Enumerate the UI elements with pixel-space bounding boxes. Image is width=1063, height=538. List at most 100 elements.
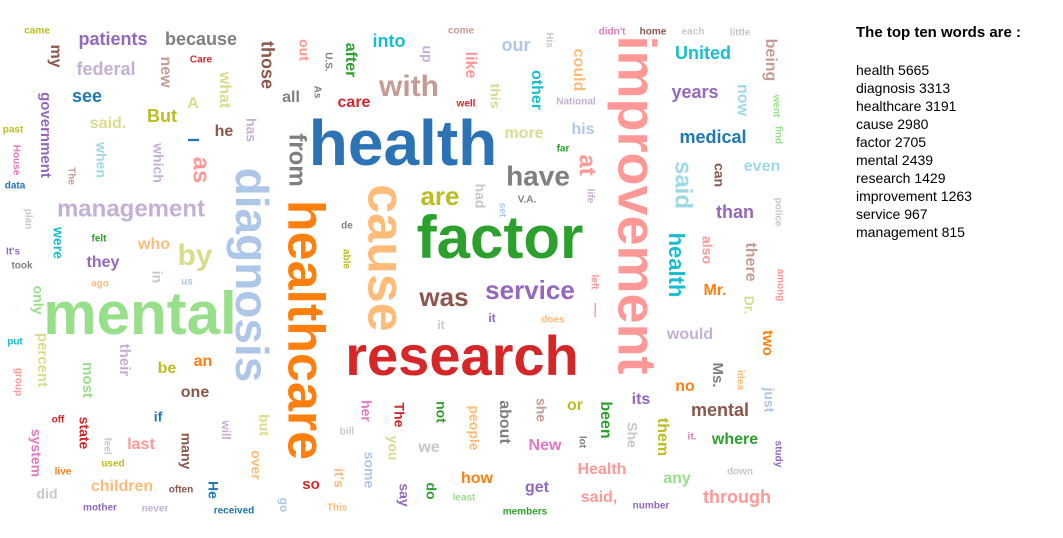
cloud-word: or xyxy=(567,397,583,414)
cloud-word: police xyxy=(772,198,783,227)
cloud-word: if xyxy=(154,409,163,425)
cloud-word: about xyxy=(496,400,513,444)
cloud-word: some xyxy=(361,452,377,489)
cloud-word: in xyxy=(149,271,165,283)
cloud-word: set xyxy=(496,203,507,218)
cloud-word: go xyxy=(277,498,291,513)
cloud-word: health xyxy=(664,233,689,298)
top-word-entry: management 815 xyxy=(856,224,965,240)
cloud-word: new xyxy=(157,56,174,88)
cloud-word: she xyxy=(533,398,549,422)
cloud-word: does xyxy=(541,315,565,326)
cloud-word: could xyxy=(570,49,587,92)
cloud-word: service xyxy=(485,275,575,305)
top-word-entry: diagnosis 3313 xyxy=(856,80,951,96)
cloud-word: which xyxy=(150,142,166,183)
cloud-word: when xyxy=(93,141,109,178)
cloud-word: But xyxy=(147,106,177,126)
cloud-word: patients xyxy=(78,29,147,49)
cloud-word: plan xyxy=(22,209,33,230)
cloud-word: through xyxy=(703,487,771,507)
top-word-entry: cause 2980 xyxy=(856,116,929,132)
cloud-word: said, xyxy=(581,489,617,506)
cloud-word: them xyxy=(654,418,671,456)
cloud-word: did xyxy=(37,486,58,502)
cloud-word: said xyxy=(670,161,697,209)
cloud-word: no xyxy=(675,378,695,395)
cloud-word: it's xyxy=(331,468,347,488)
cloud-word: United xyxy=(675,43,731,63)
word-cloud: health diagnosis healthcare cause factor ment… xyxy=(3,26,786,518)
cloud-word: didn't xyxy=(599,27,626,38)
cloud-word: they xyxy=(87,254,120,271)
cloud-word: de xyxy=(341,221,353,232)
cloud-word: able xyxy=(340,249,351,269)
cloud-word: I xyxy=(184,138,201,142)
cloud-word: received xyxy=(214,506,255,517)
cloud-word: National xyxy=(556,97,596,108)
cloud-word: She xyxy=(624,422,640,448)
cloud-word: than xyxy=(716,202,754,222)
cloud-word: went xyxy=(770,94,781,118)
cloud-word: can xyxy=(711,163,727,187)
cloud-word: any xyxy=(663,470,691,487)
cloud-word: mother xyxy=(83,503,117,514)
cloud-word: years xyxy=(671,82,718,102)
cloud-word: say xyxy=(396,483,412,507)
cloud-word: management xyxy=(57,195,205,222)
cloud-word: A xyxy=(187,95,199,112)
cloud-word: just xyxy=(761,387,777,413)
cloud-word: their xyxy=(116,344,133,377)
cloud-word: you xyxy=(385,436,401,461)
cloud-word: but xyxy=(256,414,272,436)
cloud-word: among xyxy=(774,269,785,302)
cloud-word: her xyxy=(358,400,374,422)
cloud-word: how xyxy=(461,470,494,487)
cloud-word: was xyxy=(418,282,468,312)
top-word-entry: healthcare 3191 xyxy=(856,98,957,114)
cloud-word: little xyxy=(730,28,751,39)
cloud-word: up xyxy=(419,45,435,62)
cloud-word: mental xyxy=(43,280,236,347)
cloud-word: find xyxy=(772,126,783,144)
cloud-word: who xyxy=(137,236,170,253)
cloud-word: those xyxy=(257,41,277,89)
cloud-word: House xyxy=(10,145,21,176)
cloud-word: well xyxy=(456,99,476,110)
cloud-word: being xyxy=(762,39,779,82)
cloud-word: will xyxy=(219,419,233,439)
cloud-word: as xyxy=(188,157,215,184)
cloud-word: off xyxy=(52,415,65,426)
cloud-word: study xyxy=(772,441,783,468)
cloud-word: life xyxy=(584,189,595,204)
cloud-word: As xyxy=(311,86,322,99)
cloud-word: bill xyxy=(340,427,355,438)
top-words-list: health 5665 diagnosis 3313 healthcare 3191… xyxy=(856,61,1056,241)
cloud-word: do xyxy=(423,482,439,499)
cloud-word: at xyxy=(574,154,601,175)
cloud-word: ago xyxy=(91,279,109,290)
cloud-word: government xyxy=(37,92,54,178)
cloud-word: used xyxy=(101,459,124,470)
cloud-word: also xyxy=(699,236,715,264)
cloud-word: This xyxy=(327,503,348,514)
cloud-word: even xyxy=(744,158,780,175)
cloud-word: so xyxy=(302,476,320,493)
top-word-entry: mental 2439 xyxy=(856,152,934,168)
cloud-word: often xyxy=(169,485,193,496)
cloud-word: live xyxy=(55,467,72,478)
cloud-word: improvement xyxy=(607,35,667,374)
cloud-word: each xyxy=(682,27,705,38)
cloud-word: The xyxy=(65,167,76,185)
cloud-word: it. xyxy=(688,432,697,443)
cloud-word: were xyxy=(50,226,66,259)
top-words-heading: The top ten words are : xyxy=(856,24,1022,41)
top-words-panel: The top ten words are : health 5665 diagn… xyxy=(856,24,1056,241)
cloud-word: there xyxy=(742,242,759,281)
top-word-entry: service 967 xyxy=(856,206,928,222)
cloud-word: have xyxy=(506,160,570,191)
cloud-word: us xyxy=(181,277,193,288)
cloud-word: system xyxy=(28,429,44,477)
cloud-word: least xyxy=(453,493,476,504)
